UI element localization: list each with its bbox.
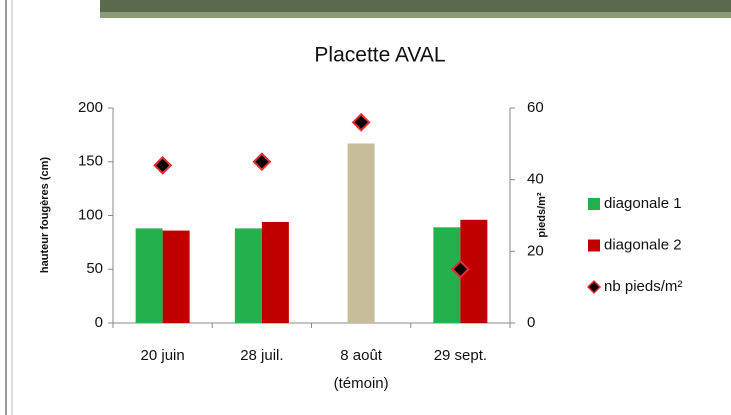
bar (162, 230, 190, 323)
y-tick-label: 150 (78, 153, 103, 170)
legend-label: diagonale 1 (604, 195, 682, 212)
chart-title: Placette AVAL (314, 44, 445, 67)
y-tick-label: 0 (95, 314, 103, 331)
scatter-point (450, 259, 470, 279)
x-tick-label: 28 juil. (240, 347, 283, 364)
legend-marker (588, 198, 600, 210)
x-tick-label: 8 août (340, 347, 383, 364)
y-tick-label: 200 (78, 99, 103, 116)
x-tick-label: (témoin) (334, 375, 389, 392)
y2-tick-label: 20 (527, 242, 544, 259)
bar (347, 143, 375, 323)
y2-tick-label: 60 (527, 99, 544, 116)
y2-tick-label: 40 (527, 171, 544, 188)
y2-axis-label: pieds/m² (536, 192, 548, 238)
legend-marker (586, 279, 602, 295)
bar (433, 227, 461, 323)
y-tick-label: 100 (78, 206, 103, 223)
bar (261, 221, 289, 323)
y-tick-label: 50 (86, 260, 103, 277)
legend-label: nb pieds/m² (604, 278, 682, 295)
scatter-point (351, 112, 371, 132)
x-tick-label: 20 juin (141, 347, 185, 364)
y-axis-label: hauteur fougères (cm) (39, 157, 51, 273)
legend-label: diagonale 2 (604, 236, 682, 253)
bar (135, 228, 163, 323)
legend-marker (588, 239, 600, 252)
y2-tick-label: 0 (527, 314, 535, 331)
scatter-point (153, 155, 173, 175)
bar (234, 228, 262, 323)
scatter-point (252, 152, 272, 172)
x-tick-label: 29 sept. (434, 347, 487, 364)
photo-strip-light (100, 12, 731, 18)
